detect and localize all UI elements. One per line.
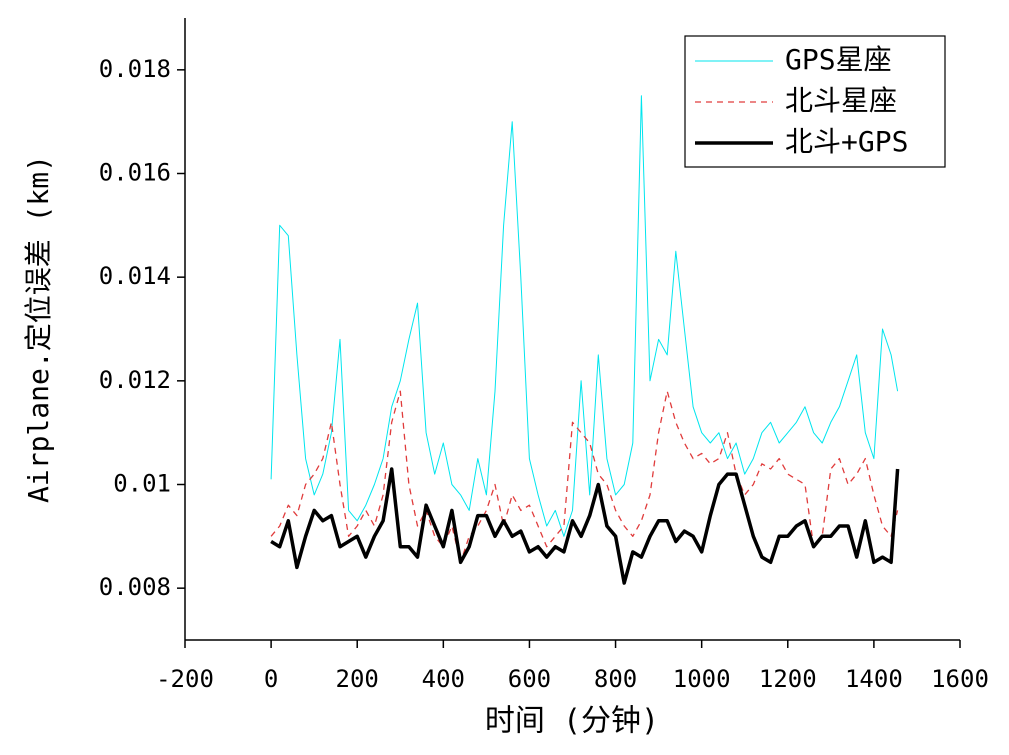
- y-tick-label: 0.016: [99, 159, 171, 187]
- x-tick-label: 200: [336, 665, 379, 693]
- x-axis-label: 时间 (分钟): [485, 704, 659, 739]
- x-tick-label: 1200: [759, 665, 817, 693]
- y-tick-label: 0.014: [99, 262, 171, 290]
- legend-label: 北斗星座: [785, 84, 897, 117]
- data-line: [270, 467, 900, 585]
- y-tick-label: 0.008: [99, 573, 171, 601]
- x-tick-label: 400: [422, 665, 465, 693]
- x-tick-label: 600: [508, 665, 551, 693]
- y-tick-label: 0.01: [113, 470, 171, 498]
- y-tick-label: 0.018: [99, 55, 171, 83]
- x-tick-label: 0: [264, 665, 278, 693]
- x-tick-label: 800: [594, 665, 637, 693]
- x-tick-label: -200: [156, 665, 214, 693]
- y-tick-label: 0.012: [99, 366, 171, 394]
- x-tick-label: 1400: [845, 665, 903, 693]
- legend-label: GPS星座: [785, 43, 892, 76]
- y-axis-label: Airplane.定位误差 (km): [22, 155, 55, 503]
- legend-label: 北斗+GPS: [785, 125, 908, 158]
- data-line: [270, 390, 899, 563]
- x-tick-label: 1000: [673, 665, 731, 693]
- x-tick-label: 1600: [931, 665, 989, 693]
